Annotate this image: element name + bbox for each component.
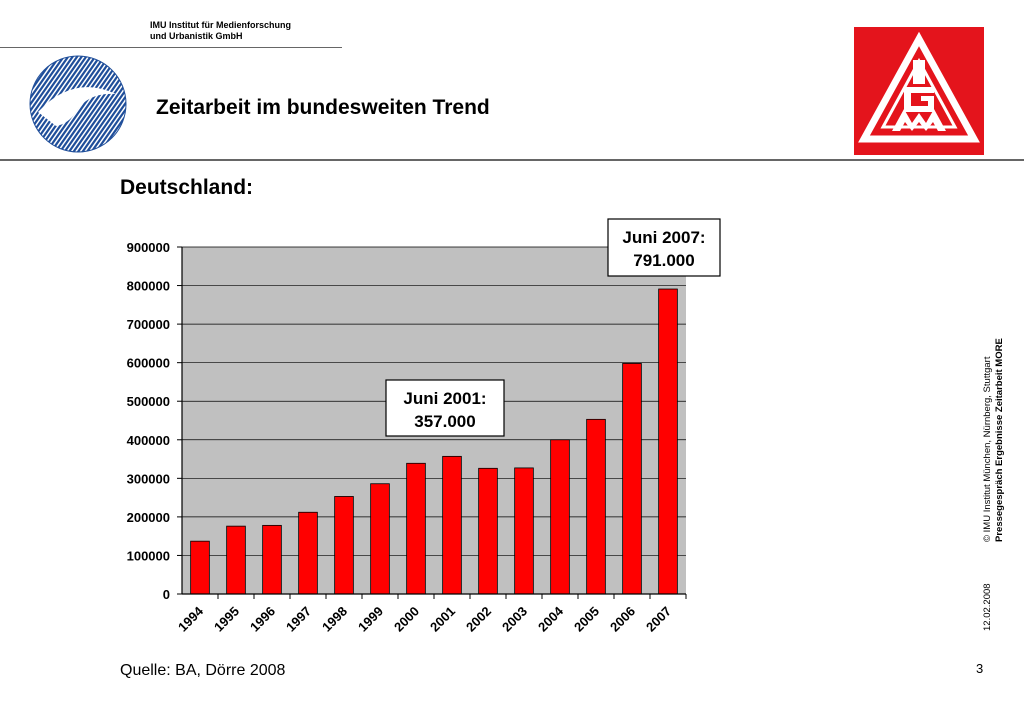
x-tick-label: 2003: [499, 604, 530, 635]
x-tick-label: 2001: [427, 604, 458, 635]
annotation-value: 791.000: [633, 251, 694, 270]
bar-1998: [334, 496, 354, 595]
annotation-label: Juni 2007:: [622, 228, 705, 247]
event-text: Pressegespräch Ergebnisse Zeitarbeit MOR…: [994, 338, 1005, 542]
page-number: 3: [976, 661, 984, 676]
x-tick-label: 1995: [211, 604, 242, 635]
annotation-label: Juni 2001:: [403, 389, 486, 408]
y-tick-label: 900000: [127, 240, 170, 255]
bar-2004: [550, 439, 570, 595]
bar-2001: [442, 455, 462, 595]
side-footer-text: © IMU Institut München, Nürnberg, Stuttg…: [982, 338, 1005, 542]
y-tick-label: 600000: [127, 356, 170, 371]
bar-2003: [514, 467, 534, 595]
x-tick-label: 1994: [175, 603, 207, 635]
x-tick-label: 1997: [283, 604, 314, 635]
y-tick-label: 800000: [127, 279, 170, 294]
header-divider-long: [0, 159, 1024, 161]
copyright-text: © IMU Institut München, Nürnberg, Stuttg…: [982, 356, 993, 542]
x-tick-label: 2006: [607, 604, 638, 635]
bar-2006: [622, 363, 642, 595]
slide-title: Zeitarbeit im bundesweiten Trend: [156, 96, 490, 119]
imu-logo: [29, 55, 127, 153]
section-title: Deutschland:: [120, 176, 254, 199]
bar-2002: [478, 467, 498, 595]
y-tick-label: 400000: [127, 433, 170, 448]
annotation-box: [385, 379, 505, 437]
organization-name: IMU Institut für Medienforschung und Urb…: [150, 20, 291, 42]
x-tick-label: 2007: [643, 604, 674, 635]
side-date: 12.02.2008: [982, 583, 993, 631]
y-tick-label: 700000: [127, 317, 170, 332]
y-tick-label: 200000: [127, 510, 170, 525]
annotation-value: 357.000: [414, 412, 475, 431]
y-tick-label: 300000: [127, 471, 170, 486]
bar-1997: [298, 511, 318, 595]
bar-2007: [658, 288, 678, 595]
bar-1994: [190, 540, 210, 595]
bar-2000: [406, 462, 426, 595]
x-tick-label: 1998: [319, 604, 350, 635]
source-note: Quelle: BA, Dörre 2008: [120, 662, 286, 679]
bar-2005: [586, 418, 606, 595]
y-tick-label: 100000: [127, 548, 170, 563]
y-tick-label: 0: [163, 587, 170, 602]
organization-name-line2: und Urbanistik GmbH: [150, 31, 243, 41]
x-tick-label: 2005: [571, 604, 602, 635]
x-tick-label: 2004: [535, 603, 567, 635]
date-text: 12.02.2008: [982, 583, 993, 631]
ig-metall-logo: [854, 27, 984, 155]
annotation-box: [607, 218, 721, 277]
y-tick-label: 500000: [127, 394, 170, 409]
x-tick-label: 2000: [391, 604, 422, 635]
bar-chart: 0 100000 200000 300000 400000 500000 600000 700…: [127, 218, 721, 635]
organization-name-line1: IMU Institut für Medienforschung: [150, 20, 291, 30]
x-tick-label: 1996: [247, 604, 278, 635]
x-tick-label: 2002: [463, 604, 494, 635]
header-divider-short: [0, 47, 342, 48]
bar-1995: [226, 525, 246, 595]
bar-1996: [262, 524, 282, 595]
x-tick-label: 1999: [355, 604, 386, 635]
bar-1999: [370, 483, 390, 595]
